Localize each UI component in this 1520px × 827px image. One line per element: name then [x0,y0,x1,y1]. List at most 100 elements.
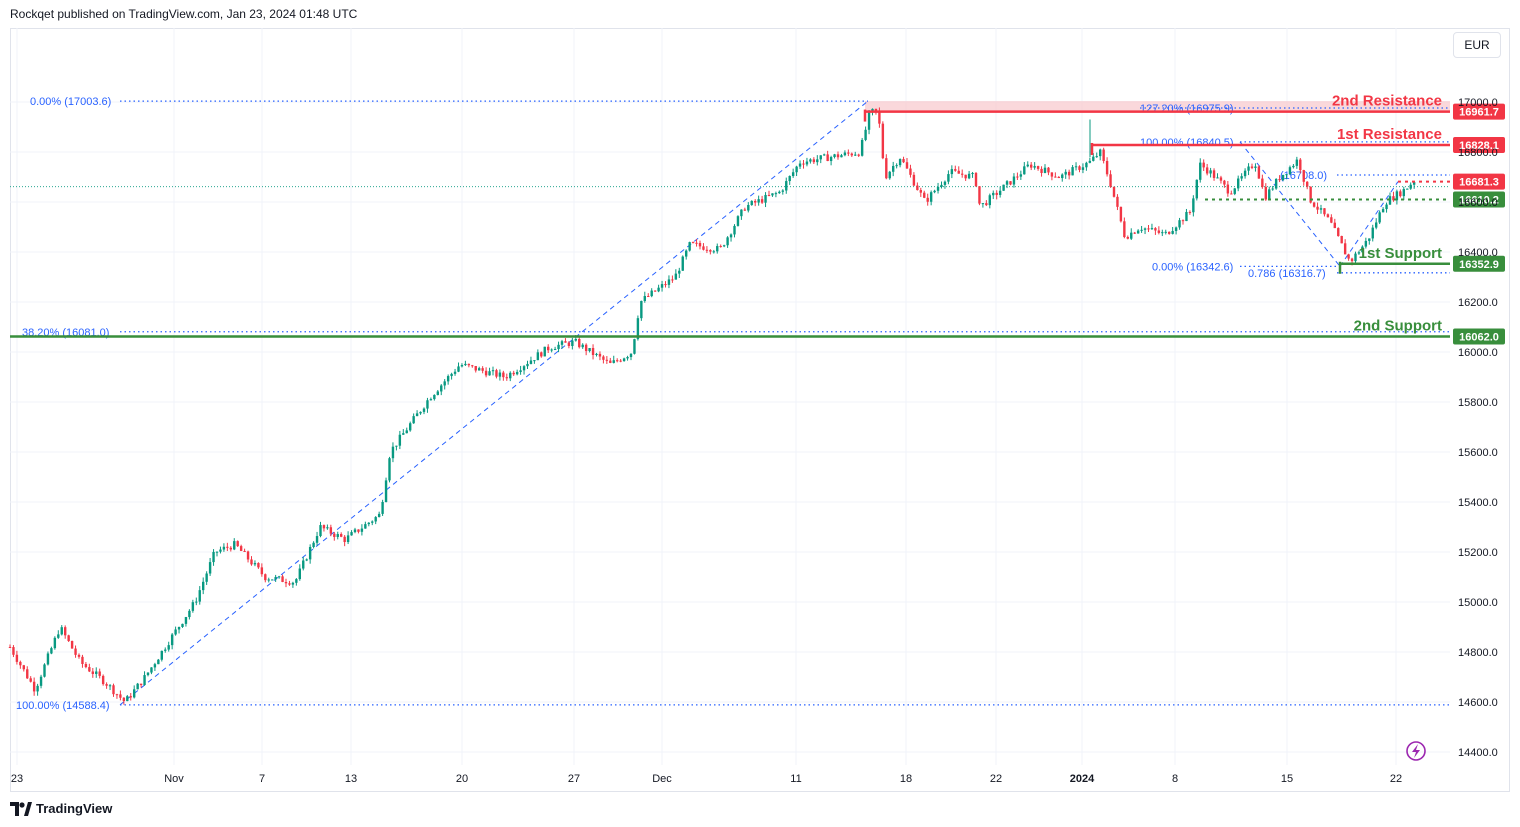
y-tick-label: 16400.0 [1458,247,1498,259]
candle-body [1057,176,1060,179]
candle-body [8,647,12,648]
fib-label: 0.786 (16316.7) [1248,268,1326,280]
candle-body [1319,208,1323,210]
candle-body [816,159,819,163]
candle-body [609,360,612,363]
candle-body [888,171,891,179]
candle-body [1019,174,1023,177]
candle-body [443,381,446,386]
candle-body [1323,208,1326,215]
candle-body [540,352,543,357]
candle-body [743,209,747,211]
candle-body [847,152,850,154]
candle-body [1174,227,1178,231]
candle-body [1278,179,1281,181]
candle-body [1102,149,1105,161]
fib-label: 0.00% (17003.6) [30,96,111,108]
candle-body [1199,162,1202,180]
candles [8,107,1416,705]
candle-body [1240,176,1243,179]
candle-body [895,165,898,167]
candle-body [391,446,395,459]
candle-body [619,360,622,362]
candle-body [512,372,515,375]
candle-body [1347,254,1350,259]
candle-body [1099,149,1102,157]
candle-body [823,154,826,156]
candle-body [1047,167,1050,173]
candle-body [750,200,753,205]
candle-body [450,373,453,377]
candle-body [115,694,119,696]
candle-body [302,560,305,569]
candle-body [260,567,264,575]
candle-body [160,650,163,660]
candle-body [719,246,722,248]
candle-body [1016,176,1019,178]
fib-label: 100.00% (14588.4) [16,700,110,712]
candle-body [170,634,174,646]
candle-body [1050,172,1054,177]
candle-body [653,290,657,292]
candle-body [57,634,60,638]
candle-body [1143,228,1147,230]
candle-body [1116,196,1119,207]
candle-body [1261,178,1264,187]
candle-body [495,370,498,377]
x-tick-label: 11 [790,773,801,785]
candle-body [1140,229,1143,231]
level-name: 2nd Resistance [1332,93,1442,110]
price-tag: 16610.2 [1453,191,1505,208]
candle-body [1078,166,1081,170]
candle-body [322,525,326,529]
candle-body [612,360,615,363]
candle-body [329,527,333,534]
candle-body [588,348,591,352]
candle-body [453,371,457,374]
candle-body [1250,166,1254,168]
candle-body [885,158,888,179]
candle-body [902,159,905,163]
candle-body [440,385,443,392]
x-tick-label: 7 [259,773,265,785]
candle-body [874,108,878,111]
candle-body [778,191,781,194]
candle-body [415,413,419,417]
candle-body [143,675,146,686]
candle-body [553,349,557,351]
candle-body [674,273,678,280]
candle-body [360,528,364,532]
candle-body [898,159,902,166]
candle-body [1309,186,1312,203]
price-tag-label: 16681.3 [1459,177,1499,189]
candle-body [1168,231,1171,234]
candle-body [236,541,239,547]
candle-body [678,270,681,274]
price-tag: 16681.3 [1453,173,1505,190]
price-tag-bg [1453,328,1505,345]
candle-body [947,174,950,182]
lightning-icon[interactable] [1406,741,1426,761]
candle-body [1157,230,1161,233]
candle-body [798,163,802,167]
candle-body [1205,167,1209,174]
level-name: 1st Support [1359,245,1442,262]
candle-body [281,576,284,583]
candle-body [1009,181,1012,185]
x-tick-label: 22 [990,773,1002,785]
candle-body [398,434,402,446]
candle-body [77,654,81,657]
candle-body [878,110,881,124]
candle-body [1230,193,1233,195]
candle-body [640,300,643,319]
candle-body [636,318,640,340]
candle-body [1119,206,1123,222]
candle-body [36,685,39,692]
candle-body [264,574,267,581]
candle-body [709,250,712,252]
candle-body [805,161,809,165]
candle-body [1354,253,1357,262]
currency-button[interactable]: EUR [1453,32,1501,58]
candle-body [377,513,381,518]
